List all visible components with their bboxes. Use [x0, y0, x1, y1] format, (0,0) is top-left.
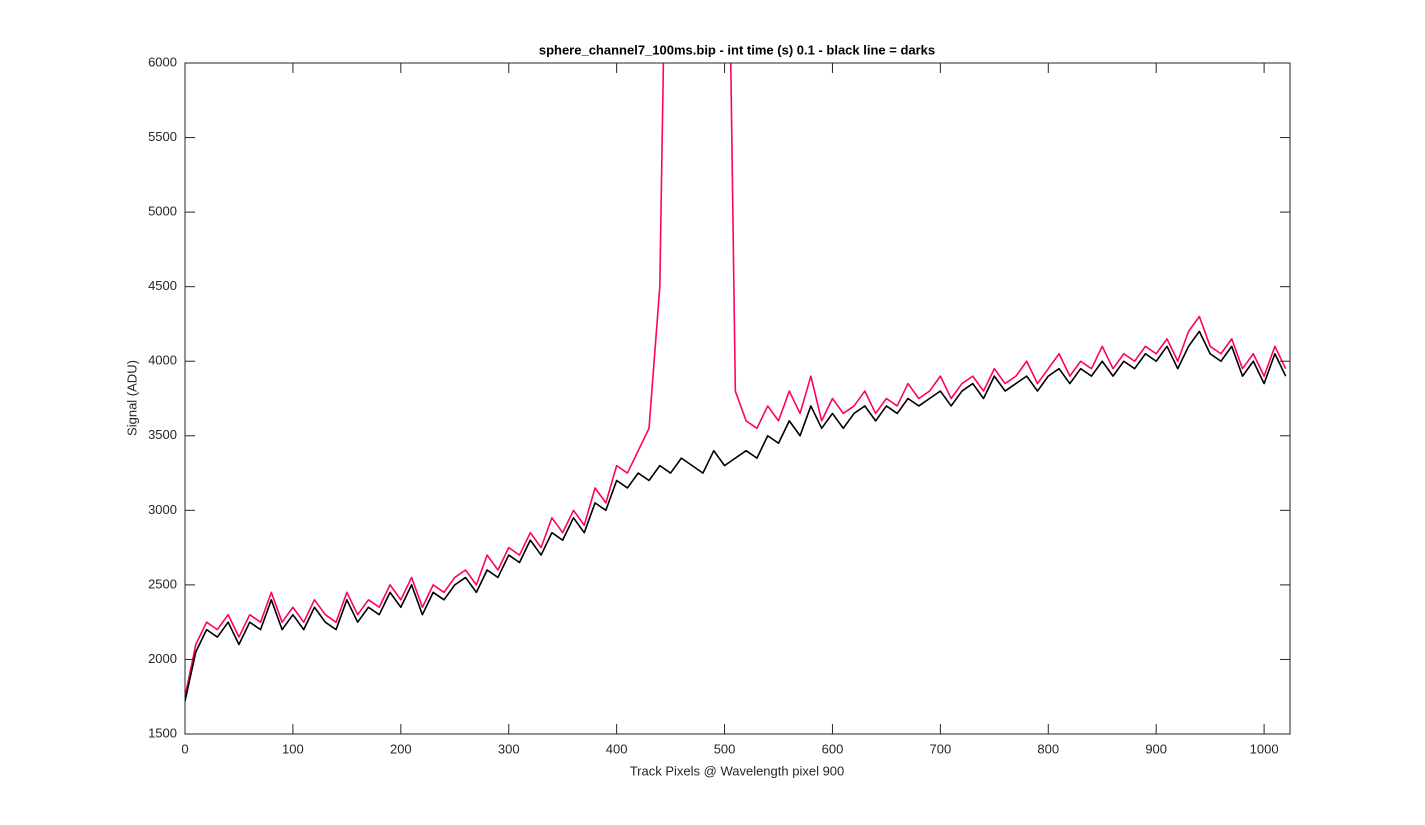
y-tick-label: 1500 — [148, 725, 177, 740]
y-tick-label: 6000 — [148, 54, 177, 69]
x-tick-label: 0 — [181, 741, 188, 756]
x-tick-label: 800 — [1037, 741, 1059, 756]
axes-box — [184, 62, 1291, 735]
y-tick-label: 3500 — [148, 427, 177, 442]
y-tick-label: 4500 — [148, 278, 177, 293]
x-tick-label: 300 — [498, 741, 520, 756]
chart-title: sphere_channel7_100ms.bip - int time (s)… — [539, 42, 935, 57]
series-line — [185, 63, 1287, 697]
y-tick-label: 4000 — [148, 353, 177, 368]
x-axis-label: Track Pixels @ Wavelength pixel 900 — [630, 763, 845, 778]
y-tick-label: 2000 — [148, 651, 177, 666]
y-tick-label: 5000 — [148, 204, 177, 219]
x-tick-label: 100 — [282, 741, 304, 756]
x-tick-label: 900 — [1145, 741, 1167, 756]
x-tick-label: 700 — [930, 741, 952, 756]
series-line — [185, 330, 1287, 702]
y-axis-label: Signal (ADU) — [124, 360, 139, 436]
x-tick-label: 1000 — [1250, 741, 1279, 756]
y-tick-label: 2500 — [148, 576, 177, 591]
y-tick-label: 5500 — [148, 129, 177, 144]
x-tick-label: 600 — [822, 741, 844, 756]
x-tick-label: 200 — [390, 741, 412, 756]
x-tick-label: 500 — [714, 741, 736, 756]
y-tick-label: 3000 — [148, 502, 177, 517]
lines — [185, 63, 1287, 702]
x-tick-label: 400 — [606, 741, 628, 756]
